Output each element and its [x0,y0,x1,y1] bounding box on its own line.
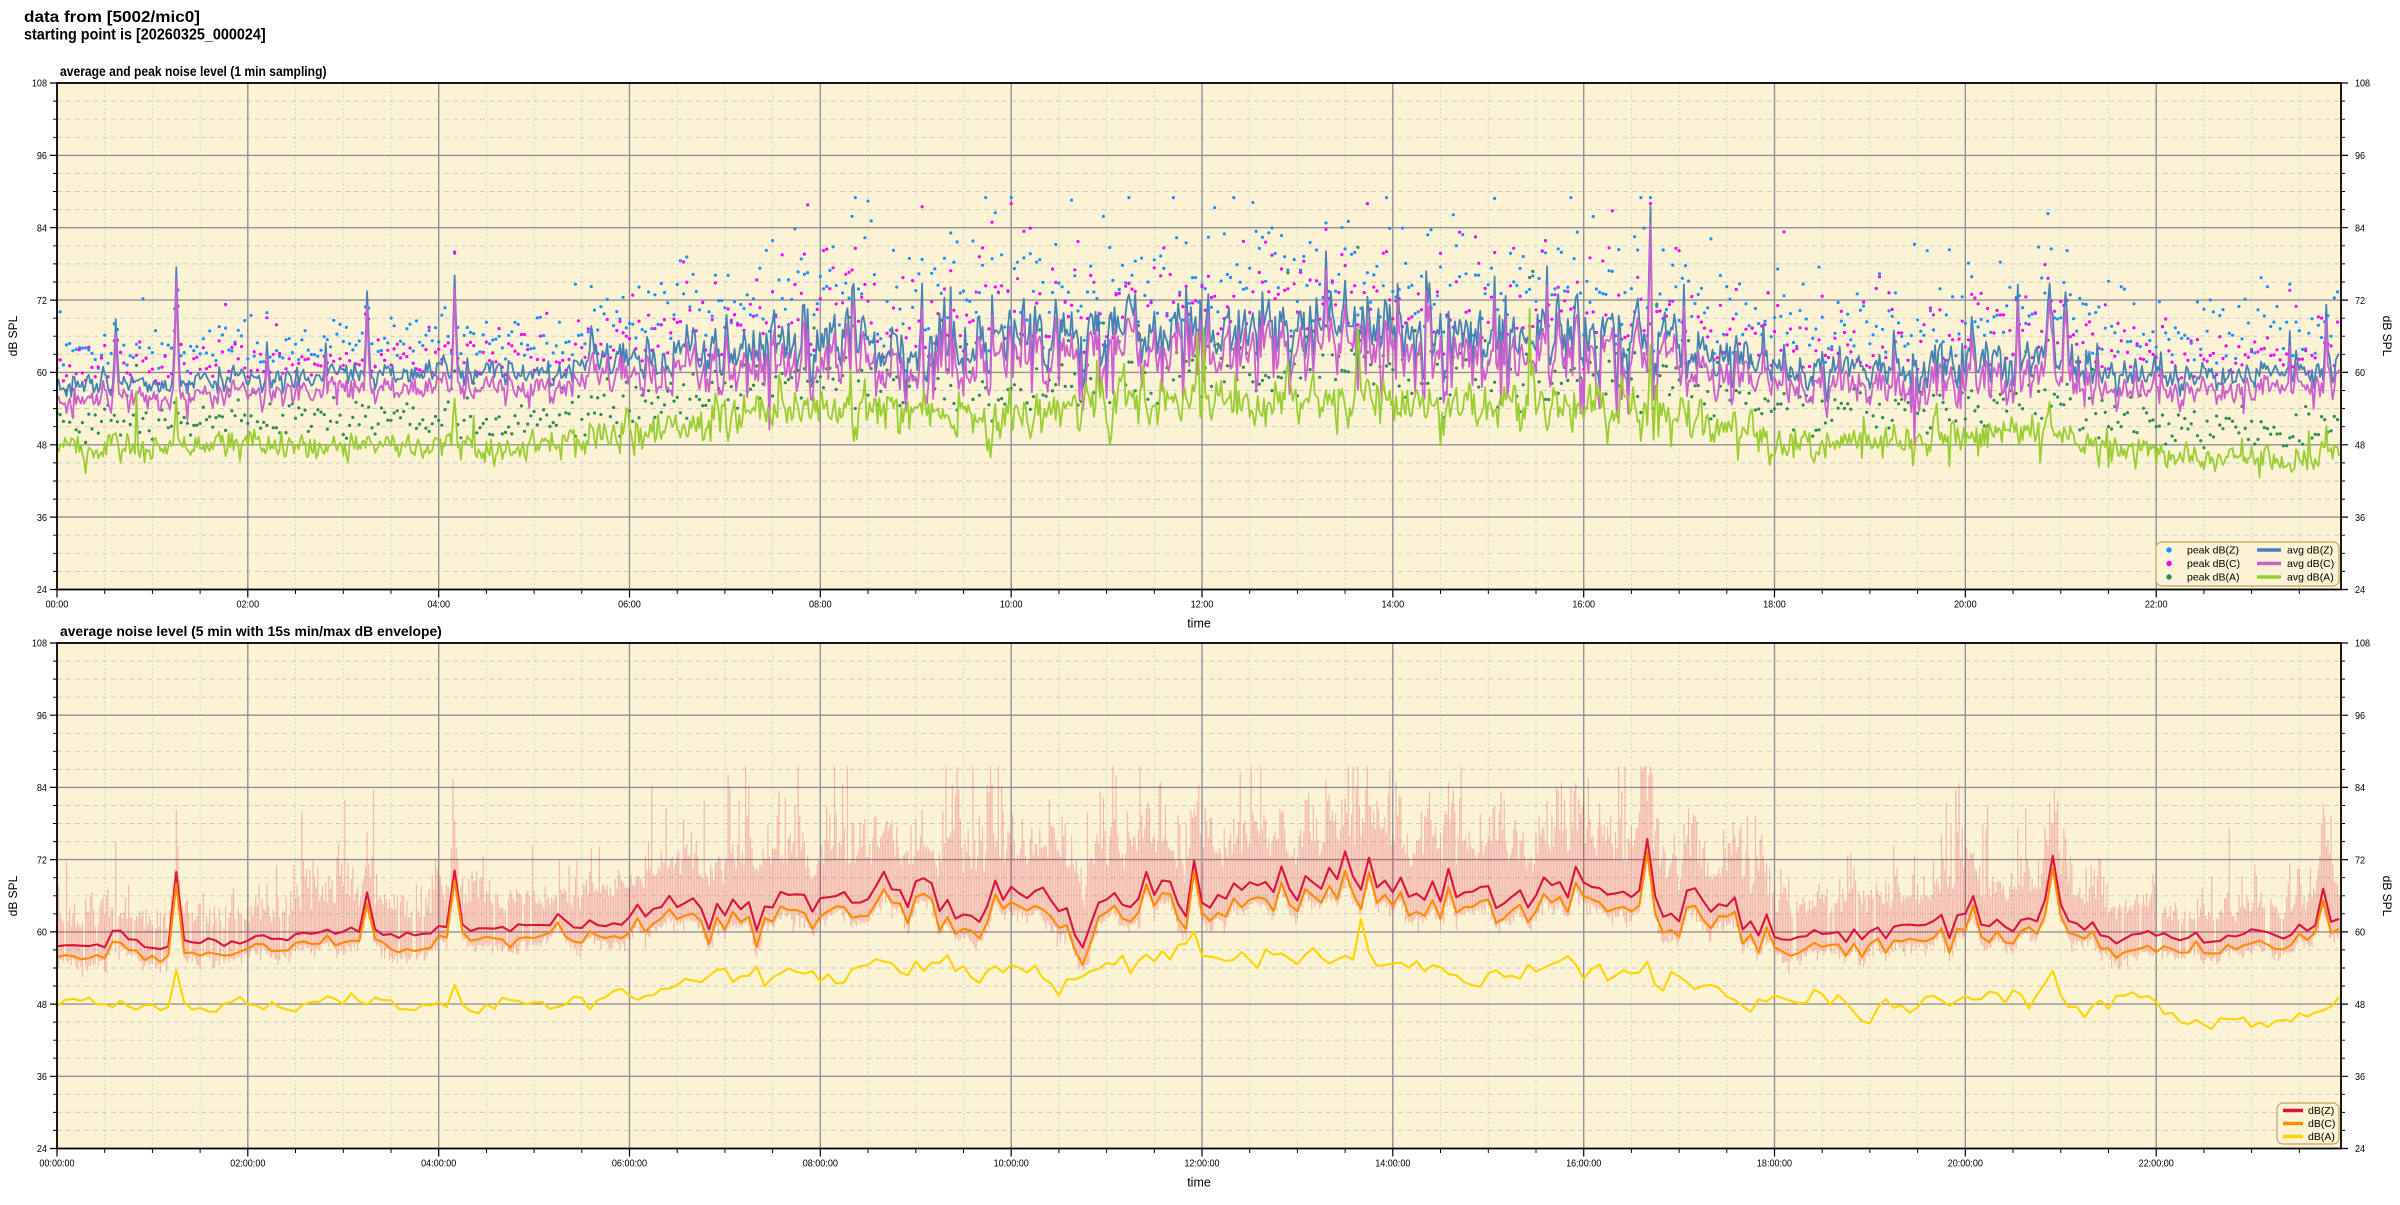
svg-text:96: 96 [37,711,47,722]
svg-text:72: 72 [37,296,47,307]
svg-text:04:00:00: 04:00:00 [421,1159,456,1170]
svg-text:36: 36 [37,1072,47,1083]
svg-text:22:00:00: 22:00:00 [2139,1159,2174,1170]
svg-text:96: 96 [2355,151,2365,162]
svg-text:36: 36 [37,513,47,524]
svg-text:18:00: 18:00 [1763,600,1786,611]
svg-text:96: 96 [37,151,47,162]
svg-text:starting point is [20260325_00: starting point is [20260325_000024] [24,27,266,44]
svg-text:dB(Z): dB(Z) [2308,1105,2334,1117]
svg-text:dB(C): dB(C) [2308,1118,2335,1130]
svg-text:16:00:00: 16:00:00 [1566,1159,1601,1170]
svg-text:dB SPL: dB SPL [6,875,20,916]
svg-text:18:00:00: 18:00:00 [1757,1159,1792,1170]
svg-text:84: 84 [2355,783,2365,794]
svg-text:72: 72 [2355,855,2365,866]
svg-text:12:00: 12:00 [1191,600,1214,611]
svg-text:data from [5002/mic0]: data from [5002/mic0] [24,9,200,26]
svg-text:avg dB(Z): avg dB(Z) [2287,545,2333,557]
svg-text:02:00: 02:00 [236,600,259,611]
svg-text:06:00:00: 06:00:00 [612,1159,647,1170]
svg-text:12:00:00: 12:00:00 [1184,1159,1219,1170]
svg-text:16:00: 16:00 [1572,600,1595,611]
svg-text:peak dB(A): peak dB(A) [2187,572,2240,584]
svg-text:108: 108 [32,639,47,650]
svg-text:60: 60 [2355,368,2365,379]
svg-text:10:00: 10:00 [1000,600,1023,611]
svg-text:08:00: 08:00 [809,600,832,611]
svg-text:36: 36 [2355,513,2365,524]
svg-text:20:00:00: 20:00:00 [1948,1159,1983,1170]
svg-text:average and peak noise level (: average and peak noise level (1 min samp… [60,63,327,79]
svg-text:108: 108 [32,79,47,90]
svg-text:04:00: 04:00 [427,600,450,611]
svg-text:time: time [1187,617,1211,631]
svg-text:108: 108 [2355,79,2370,90]
svg-text:14:00:00: 14:00:00 [1375,1159,1410,1170]
svg-text:60: 60 [37,928,47,939]
svg-text:22:00: 22:00 [2145,600,2168,611]
svg-text:06:00: 06:00 [618,600,641,611]
svg-text:avg dB(C): avg dB(C) [2287,558,2334,570]
svg-text:dB SPL: dB SPL [2380,876,2394,917]
svg-text:00:00: 00:00 [46,600,69,611]
svg-text:108: 108 [2355,639,2370,650]
svg-text:96: 96 [2355,711,2365,722]
svg-text:08:00:00: 08:00:00 [803,1159,838,1170]
svg-text:24: 24 [2355,1144,2365,1155]
svg-text:84: 84 [37,783,47,794]
svg-text:peak dB(C): peak dB(C) [2187,558,2240,570]
svg-text:10:00:00: 10:00:00 [994,1159,1029,1170]
svg-text:time: time [1187,1176,1211,1190]
svg-text:avg dB(A): avg dB(A) [2287,572,2334,584]
svg-text:dB SPL: dB SPL [2380,316,2394,357]
svg-text:84: 84 [2355,223,2365,234]
svg-text:02:00:00: 02:00:00 [230,1159,265,1170]
svg-text:48: 48 [37,441,47,452]
svg-text:84: 84 [37,223,47,234]
svg-text:48: 48 [2355,1000,2365,1011]
svg-text:48: 48 [2355,441,2365,452]
svg-text:24: 24 [37,585,47,596]
svg-text:dB(A): dB(A) [2308,1131,2335,1143]
svg-text:36: 36 [2355,1072,2365,1083]
svg-text:dB SPL: dB SPL [6,315,20,356]
svg-text:00:00:00: 00:00:00 [39,1159,74,1170]
svg-text:48: 48 [37,1000,47,1011]
svg-text:20:00: 20:00 [1954,600,1977,611]
svg-text:peak dB(Z): peak dB(Z) [2187,545,2239,557]
svg-text:24: 24 [37,1144,47,1155]
svg-text:average noise level (5 min wit: average noise level (5 min with 15s min/… [60,623,442,639]
svg-text:24: 24 [2355,585,2365,596]
svg-text:72: 72 [37,855,47,866]
svg-text:60: 60 [2355,928,2365,939]
svg-text:72: 72 [2355,296,2365,307]
svg-text:60: 60 [37,368,47,379]
svg-text:14:00: 14:00 [1381,600,1404,611]
